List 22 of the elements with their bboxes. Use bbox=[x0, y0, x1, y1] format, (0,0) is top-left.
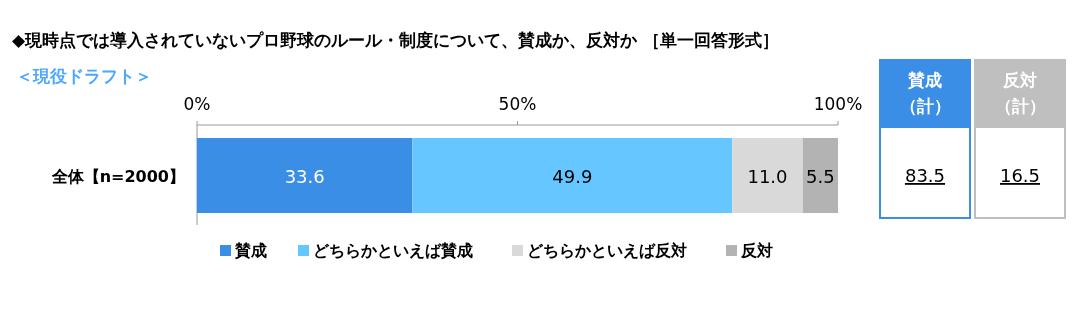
legend-label: どちらかといえば賛成 bbox=[313, 241, 473, 260]
y-tick-label: 全体【n=2000】 bbox=[50, 166, 185, 186]
data-label: 33.6 bbox=[284, 165, 325, 187]
x-tick-label: 100% bbox=[813, 94, 863, 114]
bar bbox=[732, 138, 803, 213]
data-label: 5.5 bbox=[806, 165, 835, 187]
x-tick-label: 50% bbox=[498, 94, 537, 114]
chart-title: ◆現時点では導入されていないプロ野球のルール・制度について、賛成か、反対か ［単一回答形式］ bbox=[12, 30, 779, 50]
bar bbox=[197, 138, 413, 213]
legend-label: どちらかといえば反対 bbox=[527, 241, 687, 260]
bar bbox=[412, 138, 733, 213]
bar bbox=[802, 138, 838, 213]
x-tick-label: 0% bbox=[183, 94, 211, 114]
data-label: 11.0 bbox=[747, 165, 788, 187]
chart-subtitle: ＜現役ドラフト＞ bbox=[16, 66, 152, 86]
text: 反対（計） bbox=[994, 70, 1046, 116]
legend-label: 賛成 bbox=[234, 241, 267, 260]
data-label: 49.9 bbox=[552, 165, 593, 187]
text: 賛成（計） bbox=[899, 70, 951, 116]
legend-label: 反対 bbox=[740, 241, 773, 260]
text: 83.5 bbox=[904, 165, 946, 186]
text: 16.5 bbox=[999, 165, 1041, 186]
